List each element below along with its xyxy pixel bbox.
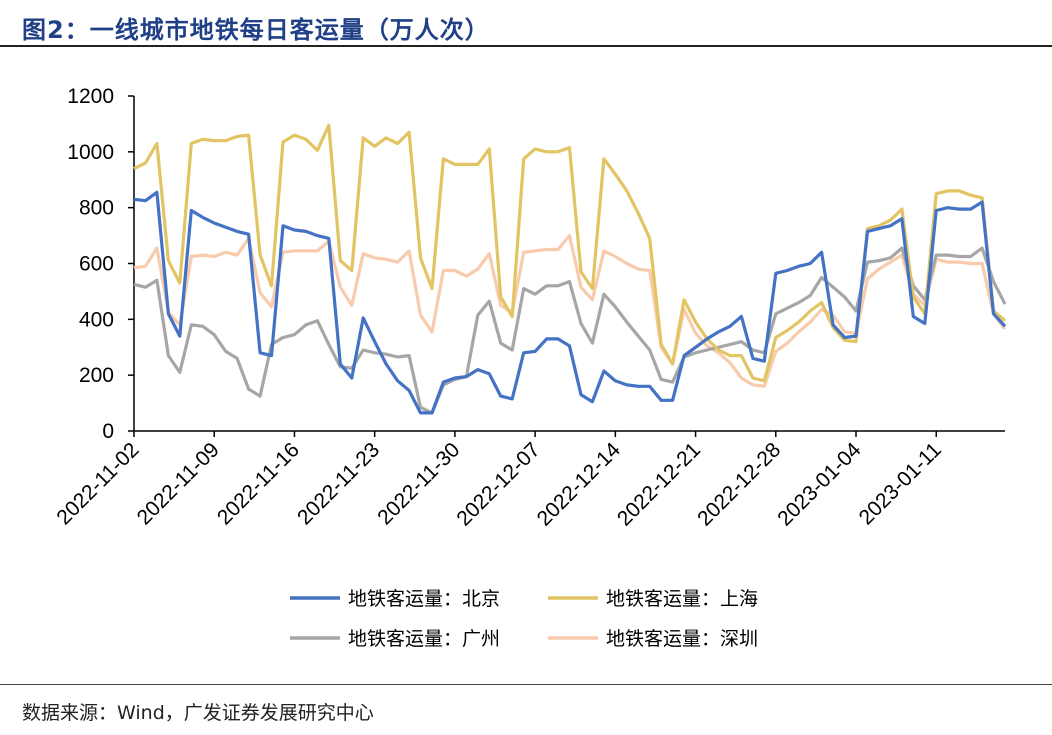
- y-tick-label: 1200: [67, 85, 114, 108]
- bottom-rule: [0, 684, 1052, 685]
- y-tick-label: 0: [102, 420, 114, 443]
- x-tick-label: 2023-01-11: [855, 438, 946, 529]
- x-tick-label: 2022-12-21: [613, 438, 705, 530]
- y-tick-label: 400: [79, 308, 114, 331]
- x-tick-label: 2022-12-07: [452, 438, 544, 530]
- series-line: [133, 123, 1007, 383]
- series-line: [133, 234, 1007, 388]
- series-layer: [133, 123, 1007, 415]
- y-tick-label: 600: [79, 253, 114, 276]
- x-tick-label: 2023-01-04: [773, 438, 865, 530]
- legend-label: 地铁客运量：深圳: [606, 628, 758, 650]
- figure-title: 图2：一线城市地铁每日客运量（万人次）: [22, 16, 490, 44]
- x-tick-label: 2022-11-16: [213, 438, 304, 529]
- x-tick-label: 2022-11-30: [373, 438, 464, 529]
- x-tick-label: 2022-12-28: [693, 438, 785, 530]
- x-tick-label: 2022-11-23: [293, 438, 384, 529]
- source-note: 数据来源：Wind，广发证券发展研究中心: [22, 702, 374, 724]
- legend-label: 地铁客运量：上海: [606, 588, 758, 610]
- top-rule: [0, 45, 1052, 47]
- y-tick-label: 200: [79, 364, 114, 387]
- legend-label: 地铁客运量：北京: [348, 588, 500, 610]
- x-tick-label: 2022-11-02: [52, 438, 143, 529]
- y-tick-label: 1000: [67, 141, 114, 164]
- series-line: [133, 190, 1007, 415]
- legend-label: 地铁客运量：广州: [348, 628, 500, 650]
- x-tick-label: 2022-11-09: [133, 438, 224, 529]
- x-tick-label: 2022-12-14: [533, 438, 625, 530]
- y-tick-label: 800: [79, 197, 114, 220]
